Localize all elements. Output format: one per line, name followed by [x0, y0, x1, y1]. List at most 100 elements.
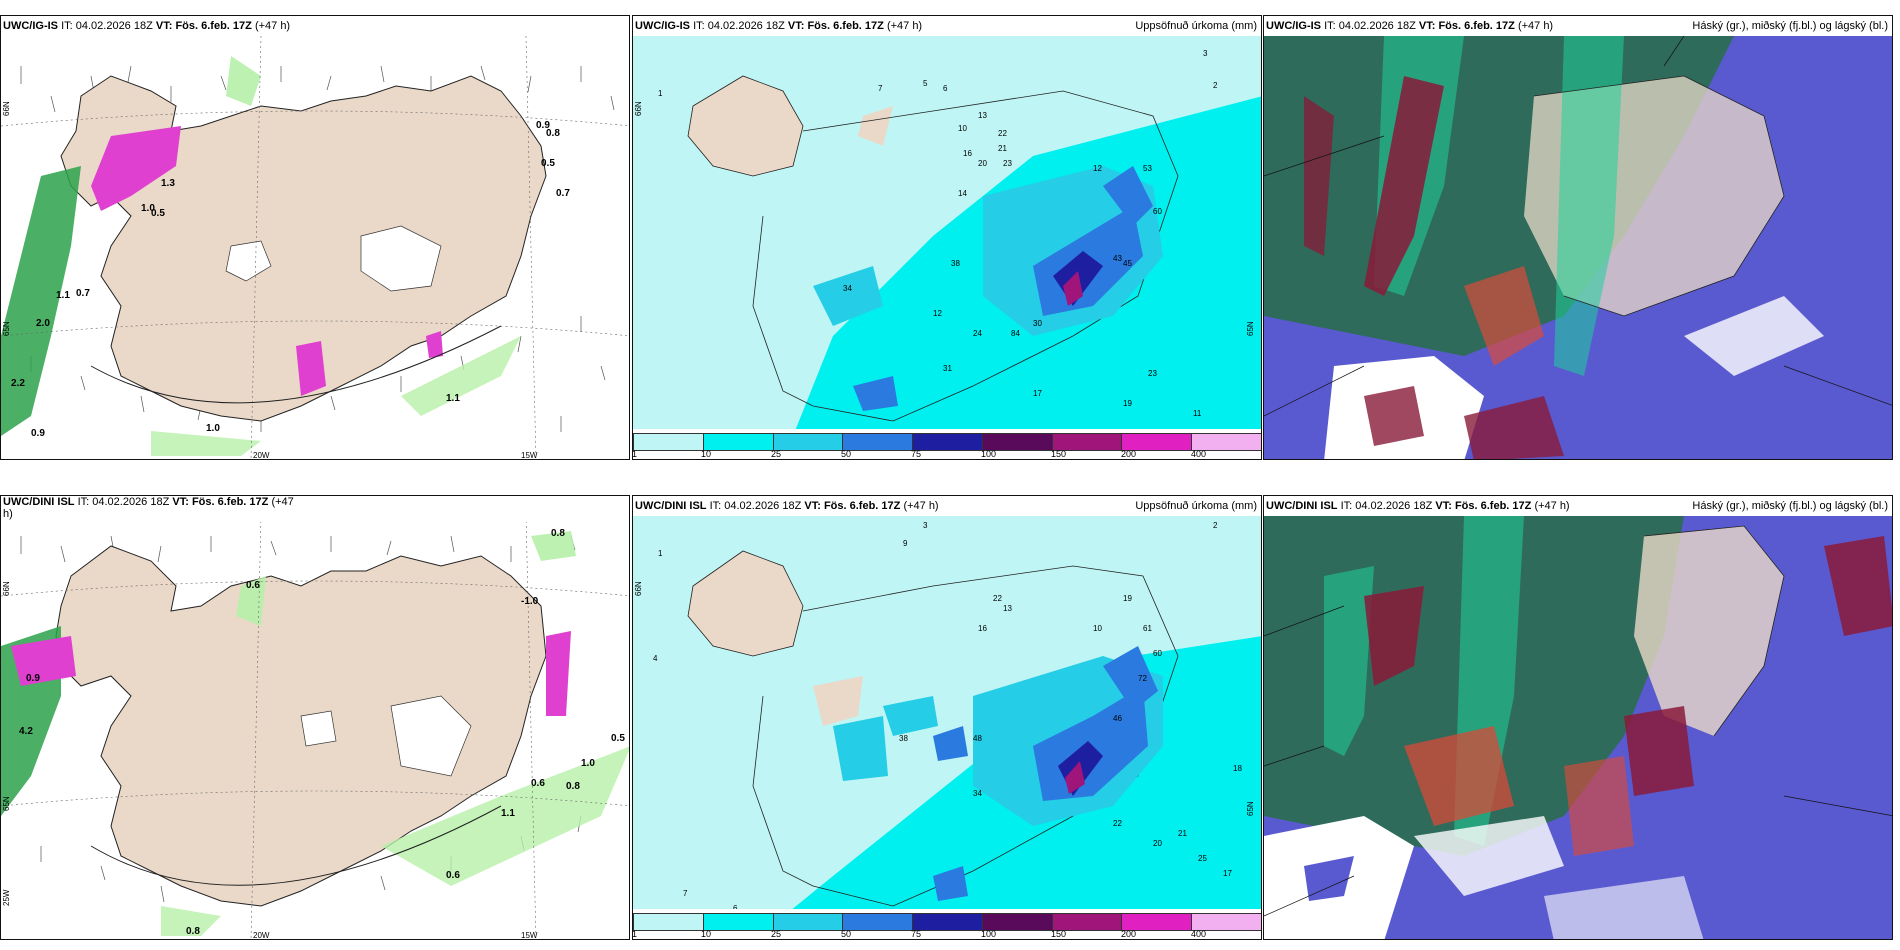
map-area: 1 3 4 9 22 16 48 38 13 10 19 61 60 72 46… — [633, 516, 1261, 939]
value-label: 3 — [1203, 49, 1208, 58]
value-label: 1 — [658, 89, 663, 98]
vt-label: VT: — [1418, 20, 1436, 32]
legend-swatch — [1191, 434, 1261, 450]
map-area: 1 5 6 22 21 16 20 23 14 10 13 12 53 60 4… — [633, 36, 1261, 459]
it-label: IT: — [709, 500, 722, 512]
panel-header: UWC/DINI ISL IT: 04.02.2026 18Z VT: Fös.… — [633, 496, 1261, 516]
value-label: 17 — [1223, 869, 1232, 878]
vt-label: VT: — [1435, 500, 1452, 512]
legend-swatch — [772, 434, 843, 450]
map-svg — [1264, 516, 1892, 939]
legend-bar — [633, 913, 1261, 931]
init-time: 04.02.2026 18Z — [724, 500, 802, 512]
lon-label: 15W — [521, 931, 538, 940]
value-label: -1.0 — [521, 596, 539, 607]
value-label: 0.5 — [151, 208, 165, 219]
legend-tick: 100 — [981, 929, 997, 939]
legend-tick: 10 — [701, 929, 712, 939]
panel-subtitle: Uppsöfnuð úrkoma (mm) — [1135, 496, 1257, 516]
value-label: 0.5 — [611, 733, 625, 744]
init-time: 04.02.2026 18Z — [75, 20, 153, 32]
lat-label: 66N — [634, 101, 643, 116]
panel-header: UWC/IG-IS IT: 04.02.2026 18Z VT: Fös. 6.… — [1, 16, 629, 36]
model-name: UWC/DINI ISL — [1266, 500, 1338, 512]
value-label: 34 — [973, 789, 982, 798]
init-time: 04.02.2026 18Z — [707, 20, 785, 32]
lat-label: 65N — [1246, 321, 1255, 336]
map-svg: 1 3 4 9 22 16 48 38 13 10 19 61 60 72 46… — [633, 516, 1261, 939]
value-label: 60 — [1153, 649, 1162, 658]
value-label: 38 — [899, 734, 908, 743]
value-label: 0.7 — [76, 288, 90, 299]
legend-swatch — [702, 914, 773, 930]
precip-legend: 1 10 25 50 75 100 150 200 400 — [633, 429, 1261, 459]
lat-label: 65N — [2, 796, 11, 811]
value-label: 5 — [923, 79, 928, 88]
legend-swatch — [912, 914, 982, 930]
panel-top-middle: UWC/IG-IS IT: 04.02.2026 18Z VT: Fös. 6.… — [632, 15, 1262, 460]
legend-tick: 50 — [841, 929, 852, 939]
value-label: 6 — [943, 84, 948, 93]
init-time: 04.02.2026 18Z — [1338, 20, 1416, 32]
panel-header: UWC/IG-IS IT: 04.02.2026 18Z VT: Fös. 6.… — [633, 16, 1261, 36]
lat-label: 66N — [2, 581, 11, 596]
model-name: UWC/DINI ISL — [3, 496, 75, 508]
value-label: 0.9 — [536, 120, 550, 131]
value-label: 13 — [1003, 604, 1012, 613]
vt-label: VT: — [155, 20, 173, 32]
value-label: 0.7 — [556, 188, 570, 199]
legend-swatch — [842, 434, 913, 450]
value-label: 21 — [1178, 829, 1187, 838]
value-label: 17 — [1033, 389, 1042, 398]
value-label: 0.6 — [246, 580, 260, 591]
legend-swatch — [702, 434, 773, 450]
model-name: UWC/IG-IS — [635, 20, 690, 32]
panel-bottom-middle: UWC/DINI ISL IT: 04.02.2026 18Z VT: Fös.… — [632, 495, 1262, 940]
value-label: 43 — [1113, 254, 1122, 263]
value-label: 72 — [1138, 674, 1147, 683]
lat-label: 65N — [2, 321, 11, 336]
legend-tick: 400 — [1191, 449, 1207, 459]
panel-bottom-right: UWC/DINI ISL IT: 04.02.2026 18Z VT: Fös.… — [1263, 495, 1893, 940]
vt-label: VT: — [172, 496, 189, 508]
map-area: 0.9 0.8 0.5 0.7 1.3 1.0 0.7 1.1 2.0 2.2 … — [1, 36, 629, 460]
value-label: 0.8 — [186, 926, 200, 937]
lon-label: 15W — [521, 451, 538, 460]
legend-swatch — [1051, 914, 1122, 930]
value-label: 19 — [1123, 594, 1132, 603]
model-name: UWC/DINI ISL — [635, 500, 707, 512]
value-label: 25 — [1198, 854, 1207, 863]
value-label: 1.0 — [141, 203, 155, 214]
legend-swatch — [633, 914, 703, 930]
value-label: 16 — [963, 149, 972, 158]
value-label: 1 — [658, 549, 663, 558]
legend-tick: 75 — [911, 449, 922, 459]
value-label: 30 — [1033, 319, 1042, 328]
value-label: 22 — [1113, 819, 1122, 828]
legend-swatch — [1121, 914, 1192, 930]
lead-time: (+47 h) — [1517, 20, 1554, 32]
legend-tick: 200 — [1121, 449, 1137, 459]
value-label: 31 — [943, 364, 952, 373]
lon-label: 25W — [2, 889, 11, 906]
value-label: 1.0 — [581, 758, 595, 769]
value-label: 10 — [958, 124, 967, 133]
value-label: 22 — [993, 594, 1002, 603]
lat-label: 66N — [2, 101, 11, 116]
value-label: 23 — [1148, 369, 1157, 378]
lead-time: (+47 h) — [1534, 500, 1570, 512]
it-label: IT: — [61, 20, 73, 32]
legend-tick: 1 — [632, 449, 638, 459]
it-label: IT: — [693, 20, 705, 32]
value-label: 23 — [1003, 159, 1012, 168]
legend-swatch — [1121, 434, 1192, 450]
lat-label: 65N — [1246, 801, 1255, 816]
value-label: 0.5 — [541, 158, 555, 169]
legend-swatch — [912, 434, 982, 450]
legend-tick: 100 — [981, 449, 997, 459]
value-label: 22 — [998, 129, 1007, 138]
valid-time: Fös. 6.feb. 17Z — [1454, 500, 1532, 512]
panel-subtitle: Háský (gr.), miðský (fj.bl.) og lágský (… — [1692, 16, 1888, 36]
value-label: 1.1 — [446, 393, 460, 404]
lon-label: 20W — [253, 931, 270, 940]
